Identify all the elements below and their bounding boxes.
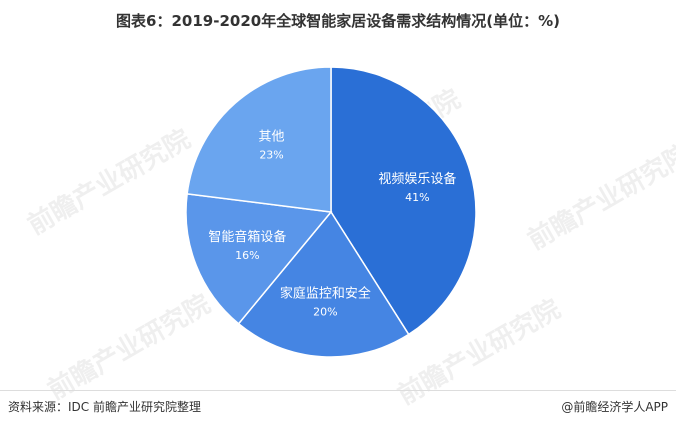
slice-label-0: 视频娱乐设备 <box>378 171 456 187</box>
pie-slice-1 <box>237 210 410 358</box>
slice-label-3: 其他 <box>259 130 285 145</box>
brand-note: @前瞻经济学人APP <box>561 400 668 414</box>
chart-title: 图表6：2019-2020年全球智能家居设备需求结构情况(单位：%) <box>116 12 560 30</box>
footer-divider <box>0 390 676 391</box>
slice-value-3: 23% <box>259 149 283 162</box>
source-note: 资料来源：IDC 前瞻产业研究院整理 <box>8 400 201 414</box>
pie-slice-2 <box>185 192 333 325</box>
pie-slice-3 <box>186 66 332 213</box>
slice-value-0: 41% <box>405 191 429 204</box>
slice-label-1: 家庭监控和安全 <box>280 286 371 302</box>
slice-value-2: 16% <box>235 249 259 262</box>
slice-label-2: 智能音箱设备 <box>208 229 286 245</box>
pie-slice-0 <box>330 66 477 336</box>
slice-value-1: 20% <box>313 306 337 319</box>
